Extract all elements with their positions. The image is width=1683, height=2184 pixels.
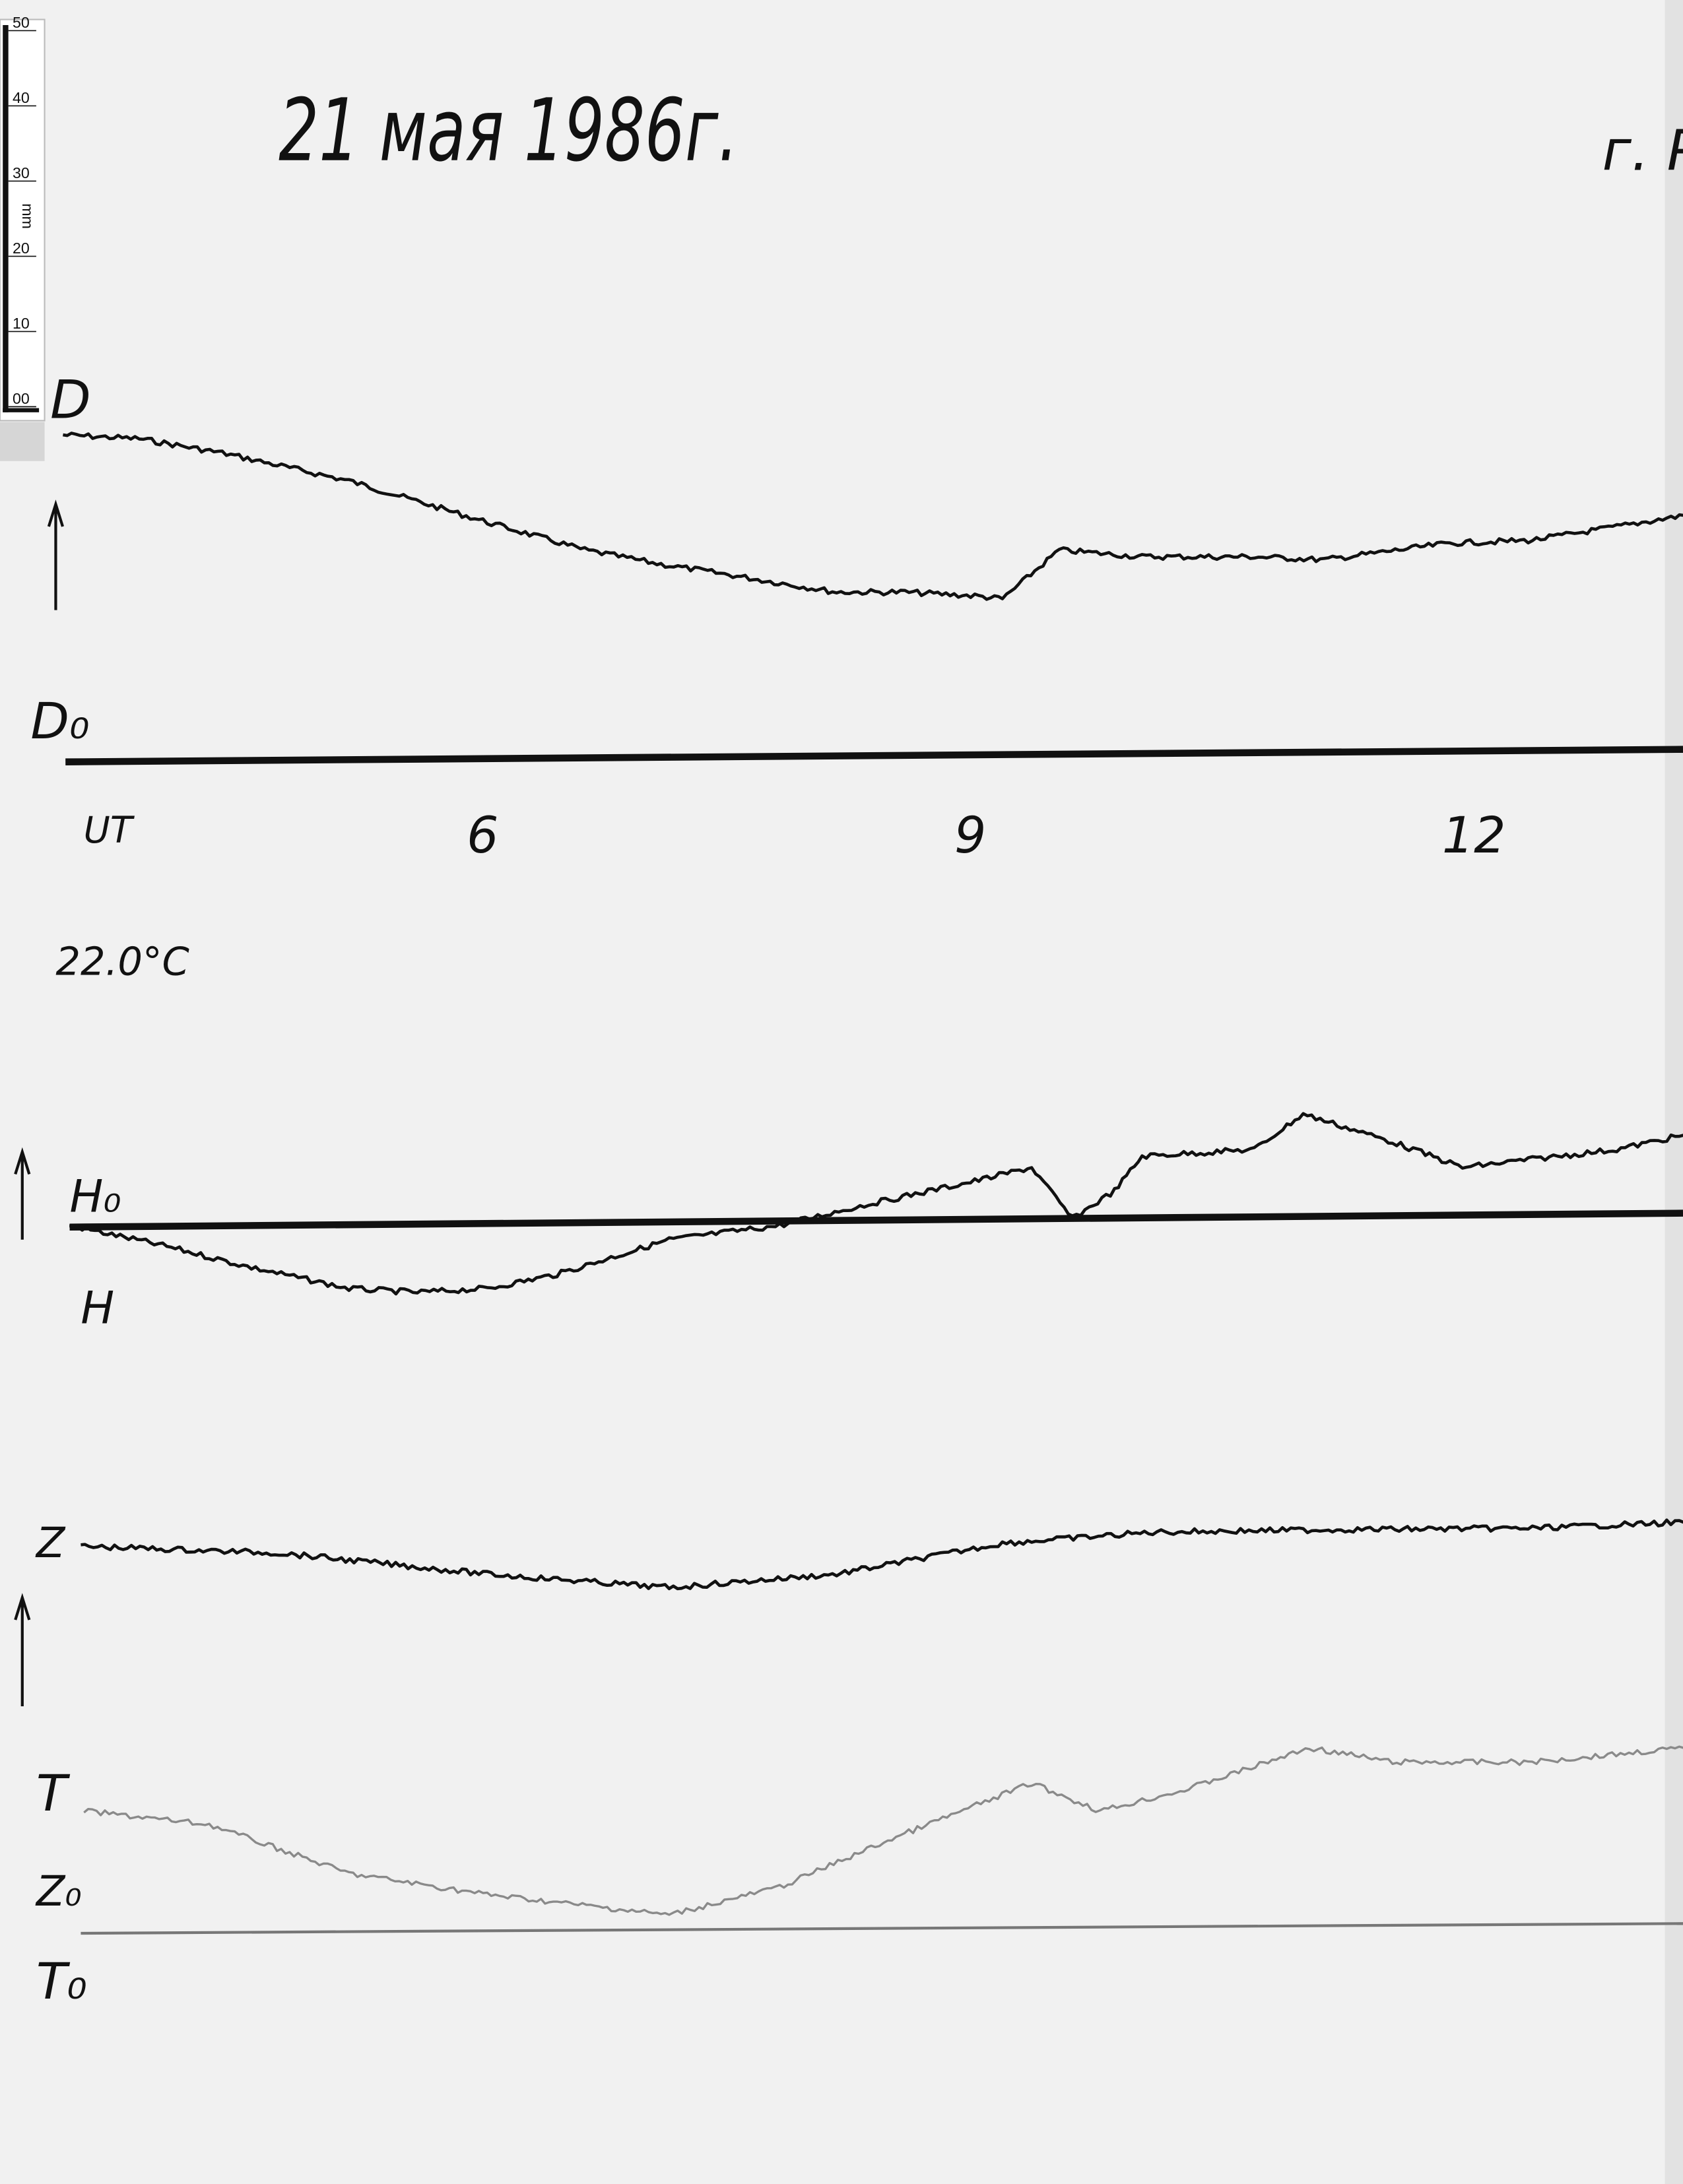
trace-z	[81, 1518, 1683, 1591]
baseline-d0	[65, 746, 1683, 765]
trace-t	[83, 1745, 1683, 1916]
baseline-label-t0: T₀	[36, 1952, 87, 2010]
up-arrow-icon	[14, 1593, 31, 1706]
ruler-tick-label: 20	[13, 240, 30, 257]
ruler-tick-label: 10	[13, 315, 30, 332]
x-axis-label: UT	[84, 809, 135, 851]
baseline-label-z0: Z₀	[35, 1867, 82, 1915]
place-label: г. Р	[1602, 119, 1683, 183]
trace-label-h: H	[81, 1281, 114, 1333]
temperature-label: 22.0°C	[55, 939, 189, 984]
paper-edge-shadow	[1665, 0, 1683, 2184]
up-arrow-icon	[47, 499, 65, 610]
baseline-t0	[81, 1922, 1683, 1935]
ruler-unit: mm	[19, 203, 36, 229]
ruler-tick-label: 00	[13, 390, 30, 407]
baseline-h0	[69, 1209, 1683, 1231]
ruler-tick-label: 50	[13, 14, 30, 31]
trace-d	[63, 432, 1683, 601]
trace-label-z: Z	[35, 1518, 66, 1567]
up-arrow-icon	[14, 1147, 31, 1240]
mm-scale-ruler: 00 10 20 30 40 50 mm	[0, 14, 46, 461]
x-tick-label: 6	[467, 806, 498, 864]
trace-label-d: D	[50, 369, 91, 430]
ruler-tick-label: 40	[13, 89, 30, 106]
date-title: 21 мая 1986г.	[279, 80, 739, 181]
trace-h	[69, 1112, 1683, 1296]
trace-label-t: T	[36, 1764, 71, 1822]
x-tick-label: 12	[1442, 806, 1506, 864]
baseline-label-h0: H₀	[70, 1171, 121, 1223]
ruler-tick-label: 30	[13, 164, 30, 181]
baseline-label-d0: D₀	[30, 691, 89, 750]
x-tick-label: 9	[954, 806, 986, 864]
